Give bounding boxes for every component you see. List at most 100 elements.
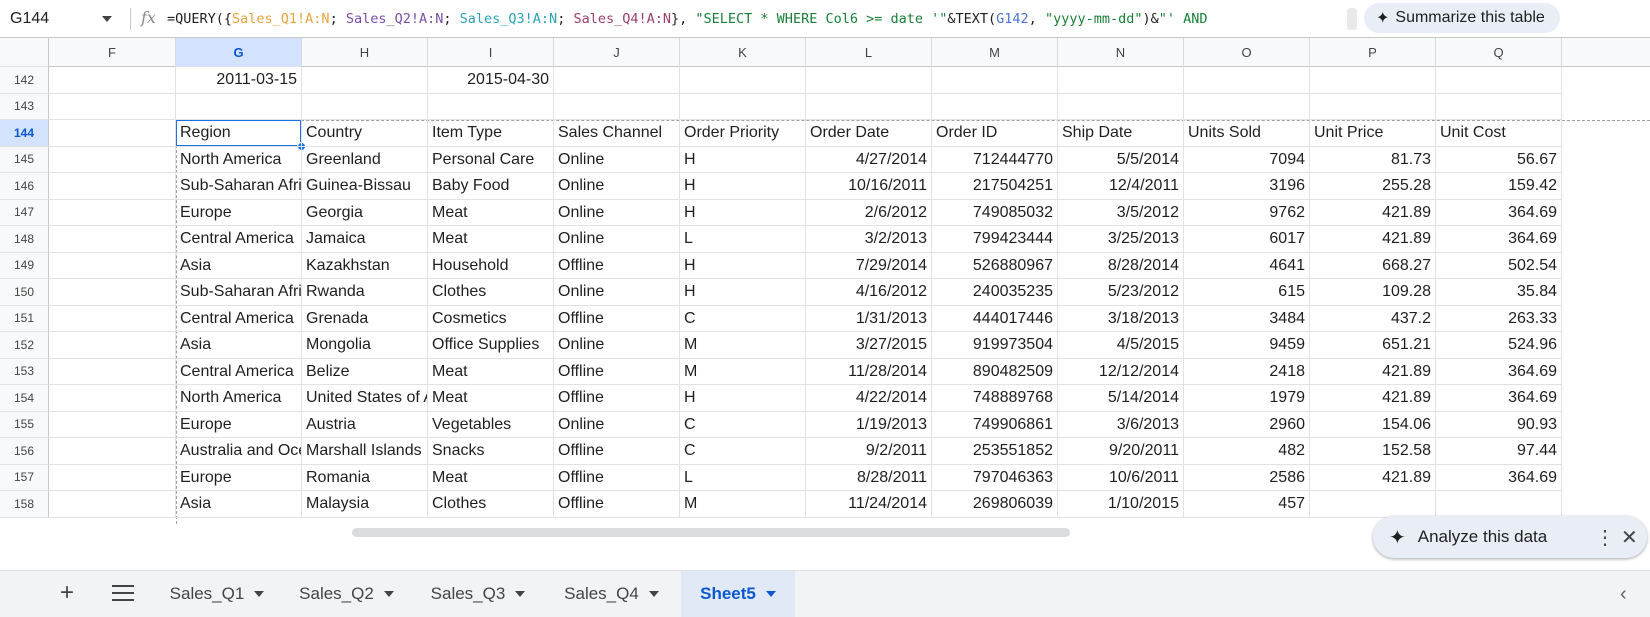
cell-q148[interactable]: 364.69 [1436,226,1562,253]
cell-f146[interactable] [49,173,176,200]
column-header-q[interactable]: Q [1436,38,1562,67]
cell-k143[interactable] [680,93,806,120]
cell-q150[interactable]: 35.84 [1436,279,1562,306]
cell-p150[interactable]: 109.28 [1310,279,1436,306]
cell-g142[interactable]: 2011-03-15 [176,67,302,94]
cell-i153[interactable]: Meat [428,358,554,385]
cell-h151[interactable]: Grenada [302,305,428,332]
cell-k158[interactable]: M [680,491,806,518]
cell-j145[interactable]: Online [554,146,680,173]
cell-k150[interactable]: H [680,279,806,306]
cell-q158[interactable] [1436,491,1562,518]
cell-n149[interactable]: 8/28/2014 [1058,252,1184,279]
chevron-down-icon[interactable] [515,591,526,597]
cell-i157[interactable]: Meat [428,464,554,491]
row-header-150[interactable]: 150 [0,279,49,306]
cell-k156[interactable]: C [680,438,806,465]
cell-l150[interactable]: 4/16/2012 [806,279,932,306]
cell-h153[interactable]: Belize [302,358,428,385]
cell-f147[interactable] [49,199,176,226]
cell-n147[interactable]: 3/5/2012 [1058,199,1184,226]
cell-q151[interactable]: 263.33 [1436,305,1562,332]
cell-l156[interactable]: 9/2/2011 [806,438,932,465]
cell-h143[interactable] [302,93,428,120]
cell-k146[interactable]: H [680,173,806,200]
column-title-cell[interactable]: Unit Cost [1436,120,1562,147]
cell-n152[interactable]: 4/5/2015 [1058,332,1184,359]
sheet-tab-sales_q3[interactable]: Sales_Q3 [414,571,542,617]
cell-p143[interactable] [1310,93,1436,120]
chevron-down-icon[interactable] [383,591,394,597]
cell-o150[interactable]: 615 [1184,279,1310,306]
cell-k151[interactable]: C [680,305,806,332]
cell-i155[interactable]: Vegetables [428,411,554,438]
summarize-table-button[interactable]: ✦ Summarize this table [1364,3,1560,33]
cell-q156[interactable]: 97.44 [1436,438,1562,465]
cell-o142[interactable] [1184,67,1310,94]
cell-f150[interactable] [49,279,176,306]
cell-p147[interactable]: 421.89 [1310,199,1436,226]
cell-k152[interactable]: M [680,332,806,359]
cell-i152[interactable]: Office Supplies [428,332,554,359]
cell-p152[interactable]: 651.21 [1310,332,1436,359]
cell-q153[interactable]: 364.69 [1436,358,1562,385]
row-header-155[interactable]: 155 [0,411,49,438]
close-icon[interactable]: ✕ [1621,526,1638,549]
select-all-corner[interactable] [0,38,49,67]
cell-j152[interactable]: Online [554,332,680,359]
cell-l158[interactable]: 11/24/2014 [806,491,932,518]
cell-g157[interactable]: Europe [176,464,302,491]
cell-h152[interactable]: Mongolia [302,332,428,359]
cell-l148[interactable]: 3/2/2013 [806,226,932,253]
cell-p145[interactable]: 81.73 [1310,146,1436,173]
column-title-cell[interactable]: Region [176,120,302,147]
add-sheet-icon[interactable]: + [60,579,75,606]
cell-q149[interactable]: 502.54 [1436,252,1562,279]
cell-m146[interactable]: 217504251 [932,173,1058,200]
cell-j143[interactable] [554,93,680,120]
cell-g156[interactable]: Australia and Oceania [176,438,302,465]
sheet-tab-sales_q4[interactable]: Sales_Q4 [546,571,677,617]
cell-p149[interactable]: 668.27 [1310,252,1436,279]
cell-g150[interactable]: Sub-Saharan Africa [176,279,302,306]
row-header-154[interactable]: 154 [0,385,49,412]
cell-f158[interactable] [49,491,176,518]
cell-l157[interactable]: 8/28/2011 [806,464,932,491]
cell-m150[interactable]: 240035235 [932,279,1058,306]
cell-n151[interactable]: 3/18/2013 [1058,305,1184,332]
cell-j147[interactable]: Online [554,199,680,226]
cell-n153[interactable]: 12/12/2014 [1058,358,1184,385]
cell-m142[interactable] [932,67,1058,94]
cell-p158[interactable] [1310,491,1436,518]
all-sheets-menu-icon[interactable] [112,585,134,606]
column-title-cell[interactable]: Ship Date [1058,120,1184,147]
cell-j158[interactable]: Offline [554,491,680,518]
cell-h147[interactable]: Georgia [302,199,428,226]
cell-m155[interactable]: 749906861 [932,411,1058,438]
sheet-tab-sales_q1[interactable]: Sales_Q1 [155,571,279,617]
cell-j155[interactable]: Online [554,411,680,438]
cell-o153[interactable]: 2418 [1184,358,1310,385]
sheet-tab-sheet5[interactable]: Sheet5 [681,571,795,617]
cell-l146[interactable]: 10/16/2011 [806,173,932,200]
cell-n150[interactable]: 5/23/2012 [1058,279,1184,306]
cell-k148[interactable]: L [680,226,806,253]
cell-o145[interactable]: 7094 [1184,146,1310,173]
column-header-p[interactable]: P [1310,38,1436,67]
cell-g149[interactable]: Asia [176,252,302,279]
column-header-l[interactable]: L [806,38,932,67]
column-header-m[interactable]: M [932,38,1058,67]
cell-m158[interactable]: 269806039 [932,491,1058,518]
column-title-cell[interactable]: Order ID [932,120,1058,147]
cell-o157[interactable]: 2586 [1184,464,1310,491]
cell-n143[interactable] [1058,93,1184,120]
cell-i150[interactable]: Clothes [428,279,554,306]
cell-i156[interactable]: Snacks [428,438,554,465]
cell-o158[interactable]: 457 [1184,491,1310,518]
cell-h146[interactable]: Guinea-Bissau [302,173,428,200]
cell-m154[interactable]: 748889768 [932,385,1058,412]
cell-p155[interactable]: 154.06 [1310,411,1436,438]
cell-n157[interactable]: 10/6/2011 [1058,464,1184,491]
cell-j142[interactable] [554,67,680,94]
cell-l152[interactable]: 3/27/2015 [806,332,932,359]
